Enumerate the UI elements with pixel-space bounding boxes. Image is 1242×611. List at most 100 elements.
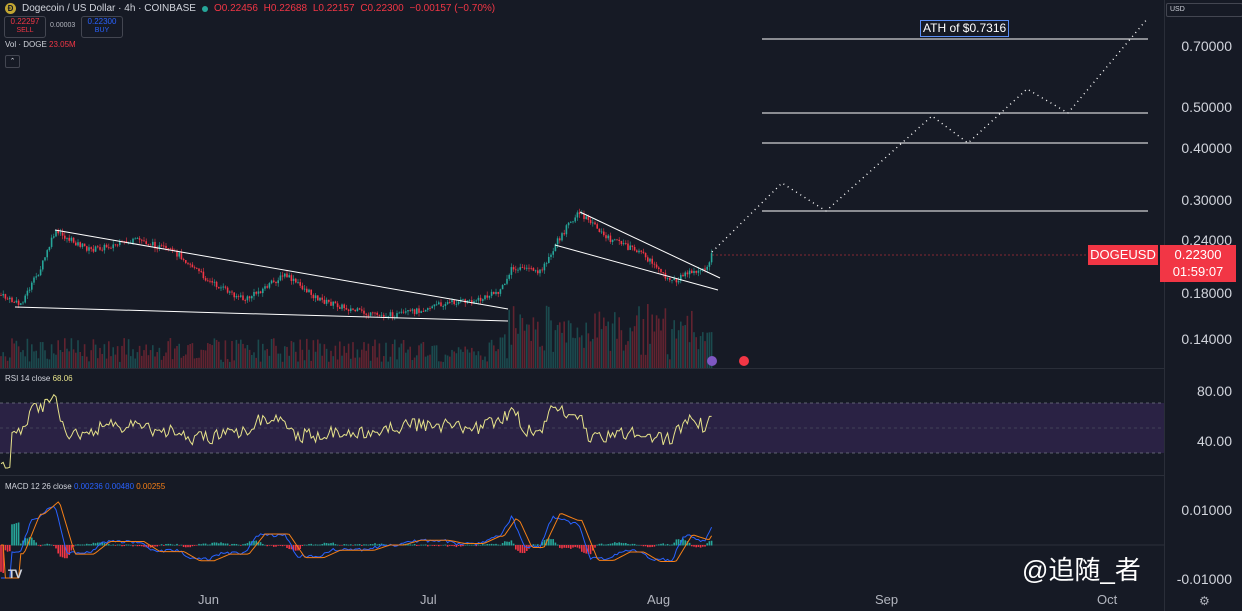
candle-body — [26, 290, 29, 296]
volume-bar — [53, 353, 55, 368]
macd-hist-bar — [572, 545, 574, 548]
event-marker-icon[interactable] — [707, 356, 717, 366]
volume-bar — [4, 356, 7, 368]
macd-hist-bar — [413, 544, 416, 546]
macd-hist-bar — [64, 545, 66, 559]
projection-path[interactable] — [711, 17, 1149, 253]
candle-body — [202, 271, 205, 279]
macd-hist-bar — [222, 543, 224, 546]
candle-body — [328, 299, 330, 302]
candle-body — [301, 285, 304, 290]
macd-hist-bar — [257, 541, 260, 546]
volume-bar — [411, 360, 414, 368]
candle-body — [215, 281, 218, 288]
tradingview-logo-icon[interactable]: TV — [8, 567, 22, 581]
candle-body — [594, 222, 596, 225]
macd-hist-bar — [354, 544, 356, 546]
volume-bar — [504, 334, 506, 368]
coin-icon: Ð — [5, 3, 16, 14]
macd-hist-bar — [61, 545, 64, 558]
volume-bar — [22, 350, 24, 368]
candle-body — [376, 312, 378, 315]
volume-bar — [521, 317, 524, 368]
candle-body — [576, 212, 579, 218]
candle-body — [42, 260, 44, 270]
macd-legend[interactable]: MACD 12 26 close 0.00236 0.00480 0.00255 — [5, 482, 166, 491]
macd-hist-bar — [77, 544, 79, 546]
volume-bar — [204, 350, 207, 368]
volume-bar — [642, 318, 645, 368]
candle-body — [644, 252, 647, 258]
macd-hist-bar — [651, 545, 653, 547]
volume-bar — [2, 352, 4, 368]
macd-hist-bar — [156, 545, 158, 547]
volume-bar — [559, 322, 561, 368]
candle-body — [240, 295, 242, 297]
currency-selector[interactable]: USD — [1166, 3, 1242, 17]
ath-annotation[interactable]: ATH of $0.7316 — [920, 20, 1010, 37]
candle-body — [449, 302, 451, 303]
candle-body — [145, 241, 147, 245]
volume-bar — [270, 338, 273, 368]
rsi-legend[interactable]: RSI 14 close 68.06 — [5, 374, 73, 383]
volume-bar — [97, 358, 99, 368]
macd-hist-bar — [488, 544, 491, 546]
volume-bar — [625, 344, 627, 368]
volume-bar — [81, 355, 84, 368]
candle-body — [427, 308, 429, 310]
buy-button[interactable]: 0.22300 BUY — [81, 16, 123, 38]
volume-bar — [534, 329, 537, 368]
candle-body — [682, 274, 684, 277]
candle-body — [363, 310, 365, 314]
macd-hist-bar — [490, 543, 493, 546]
candle-body — [297, 282, 299, 283]
volume-bar — [28, 361, 31, 368]
macd-hist-bar — [644, 545, 647, 547]
volume-bar — [413, 357, 416, 368]
settings-icon[interactable]: ⚙ — [1199, 594, 1210, 608]
volume-legend[interactable]: Vol · DOGE 23.05M — [5, 40, 76, 49]
volume-bar — [46, 358, 48, 368]
macd-hist-bar — [504, 541, 506, 546]
candle-body — [314, 295, 317, 299]
candle-body — [521, 267, 524, 269]
candle-body — [262, 288, 264, 294]
volume-bar — [143, 350, 145, 368]
candle-body — [548, 256, 550, 263]
rsi-tick: 40.00 — [1196, 433, 1232, 449]
volume-bar — [585, 322, 587, 368]
sell-button[interactable]: 0.22297 SELL — [4, 16, 46, 38]
candle-body — [152, 241, 154, 246]
macd-hist-bar — [191, 545, 194, 547]
macd-hist-bar — [277, 545, 279, 546]
candle-body — [275, 281, 277, 284]
volume-bar — [284, 346, 286, 368]
trendlines[interactable] — [14, 211, 721, 322]
macd-hist-bar — [561, 545, 563, 549]
candle-body — [442, 306, 444, 307]
volume-bar — [257, 339, 260, 368]
volume-bar — [114, 354, 117, 368]
volume-bar — [224, 340, 227, 368]
candle-body — [48, 246, 51, 251]
news-marker-icon[interactable] — [739, 356, 749, 366]
macd-hist-bar — [365, 544, 367, 546]
macd-hist-bar — [466, 544, 469, 546]
volume-bar — [699, 336, 702, 368]
volume-bar — [367, 343, 370, 368]
chevron-up-icon[interactable]: ⌃ — [5, 55, 20, 68]
candle-body — [565, 225, 568, 235]
macd-hist-bar — [17, 522, 20, 546]
target-levels[interactable] — [762, 38, 1148, 212]
macd-hist-bar — [275, 545, 277, 547]
volume-bar — [510, 344, 513, 368]
volume-bar — [378, 343, 381, 368]
volume-bar — [251, 354, 253, 368]
volume-bar — [156, 352, 158, 368]
symbol-header[interactable]: Ð Dogecoin / US Dollar · 4h · COINBASE O… — [5, 3, 498, 14]
volume-bar — [356, 349, 359, 368]
macd-hist-bar — [248, 541, 251, 546]
candle-body — [475, 300, 477, 302]
volume-bar — [451, 349, 453, 368]
